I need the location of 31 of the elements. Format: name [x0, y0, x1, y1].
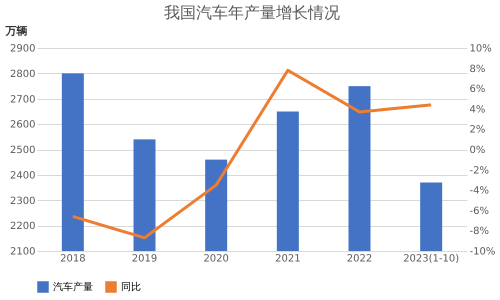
legend-label: 汽车产量	[53, 281, 93, 293]
y-tick-label: 2600	[10, 120, 36, 131]
y2-tick-label: -10%	[470, 246, 496, 258]
y2-tick-label: 0%	[470, 145, 486, 156]
y2-tick-label: 2%	[470, 124, 486, 136]
x-tick-label: 2018	[60, 254, 86, 264]
y2-tick-label: -8%	[470, 226, 489, 238]
x-tick-label: 2019	[132, 254, 158, 264]
y2-tick-label: 10%	[470, 44, 492, 54]
y-tick-label: 2200	[10, 221, 36, 232]
y-tick-label: 2400	[10, 170, 36, 182]
chart-title: 我国汽车年产量增长情况	[164, 3, 340, 22]
y2-tick-label: -2%	[470, 165, 489, 176]
line-series	[71, 68, 433, 240]
y2-tick-label: -6%	[470, 206, 489, 217]
x-tick-label: 2023(1-10)	[403, 254, 460, 264]
y2-tick-label: 4%	[470, 104, 486, 116]
y-tick-label: 2800	[10, 68, 36, 80]
x-tick-label: 2020	[203, 254, 229, 264]
y-tick-label: 2700	[10, 94, 36, 106]
y2-tick-label: 6%	[470, 84, 486, 96]
legend-label: 同比	[121, 281, 141, 293]
y-tick-label: 2900	[10, 44, 36, 54]
x-tick-label: 2022	[346, 254, 372, 264]
y-axis-title: 万辆	[4, 24, 28, 38]
y2-tick-label: -4%	[470, 186, 489, 197]
y-tick-label: 2500	[10, 145, 36, 156]
y-tick-label: 2100	[10, 246, 36, 258]
y2-tick-label: 8%	[470, 64, 486, 75]
x-tick-label: 2021	[275, 254, 301, 264]
y-tick-label: 2300	[10, 196, 36, 207]
